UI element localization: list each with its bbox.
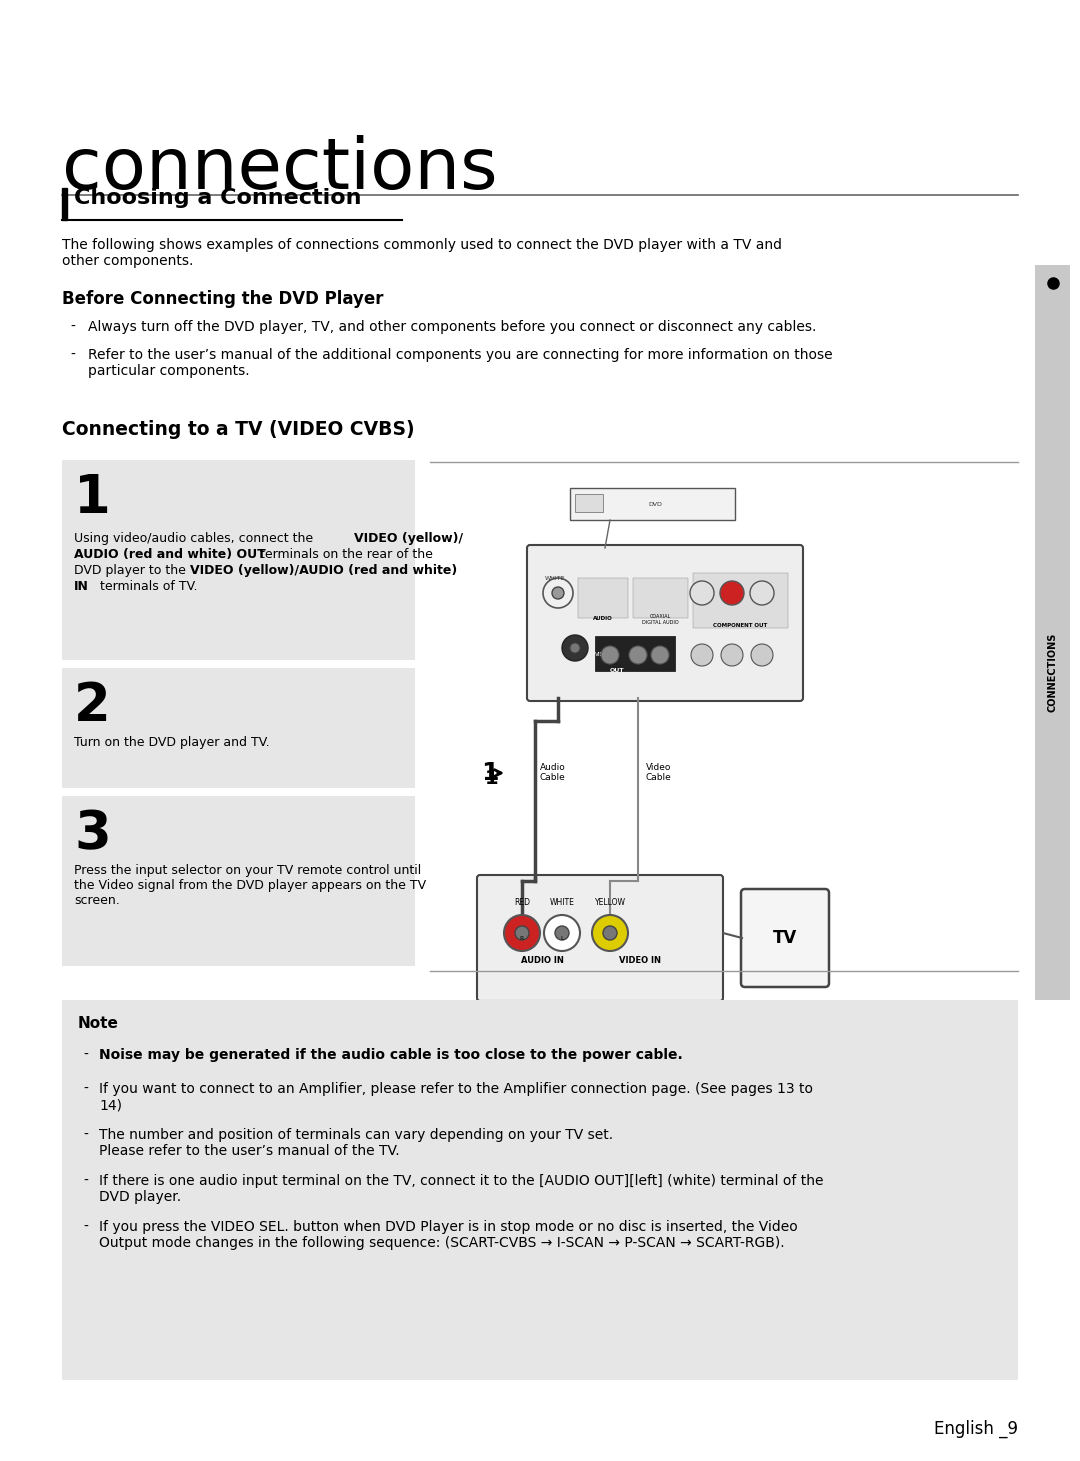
- Text: If you press the VIDEO SEL. button when DVD Player is in stop mode or no disc is: If you press the VIDEO SEL. button when …: [99, 1220, 798, 1251]
- Text: -: -: [83, 1048, 87, 1062]
- Text: IN: IN: [75, 580, 89, 593]
- Text: 1: 1: [485, 768, 499, 787]
- Circle shape: [600, 646, 619, 663]
- Text: -: -: [83, 1128, 87, 1143]
- Circle shape: [720, 581, 744, 605]
- Circle shape: [562, 636, 588, 660]
- Text: COMPONENT OUT: COMPONENT OUT: [713, 622, 767, 628]
- FancyBboxPatch shape: [477, 875, 723, 1001]
- Text: Audio
Cable: Audio Cable: [540, 763, 566, 783]
- Text: VIDEO: VIDEO: [595, 653, 612, 657]
- Text: -: -: [83, 1175, 87, 1188]
- Text: 1: 1: [482, 761, 499, 785]
- Text: -: -: [83, 1220, 87, 1235]
- Text: 2: 2: [75, 679, 111, 732]
- FancyBboxPatch shape: [527, 545, 804, 701]
- Circle shape: [691, 644, 713, 666]
- Text: Note: Note: [78, 1015, 119, 1031]
- Text: The following shows examples of connections commonly used to connect the DVD pla: The following shows examples of connecti…: [62, 238, 782, 269]
- Bar: [595, 636, 675, 671]
- Circle shape: [603, 926, 617, 939]
- Text: -: -: [70, 348, 75, 362]
- Text: -: -: [70, 320, 75, 335]
- Text: Using video/audio cables, connect the: Using video/audio cables, connect the: [75, 532, 318, 545]
- Text: AUDIO IN: AUDIO IN: [521, 955, 564, 966]
- Text: 3: 3: [75, 808, 111, 861]
- Circle shape: [592, 915, 627, 951]
- Text: Choosing a Connection: Choosing a Connection: [75, 188, 362, 207]
- Text: WHITE: WHITE: [550, 899, 575, 907]
- Text: 1: 1: [75, 472, 111, 524]
- Circle shape: [570, 643, 580, 653]
- FancyBboxPatch shape: [741, 888, 829, 988]
- Circle shape: [651, 646, 669, 663]
- Text: Before Connecting the DVD Player: Before Connecting the DVD Player: [62, 289, 383, 308]
- Text: DVD: DVD: [648, 501, 662, 507]
- Text: COAXIAL
DIGITAL AUDIO: COAXIAL DIGITAL AUDIO: [642, 614, 678, 625]
- Bar: [62, 668, 415, 787]
- Bar: [62, 188, 67, 221]
- Bar: [633, 579, 688, 618]
- Text: Refer to the user’s manual of the additional components you are connecting for m: Refer to the user’s manual of the additi…: [87, 348, 833, 378]
- Bar: [575, 494, 603, 511]
- Text: VIDEO (yellow)/: VIDEO (yellow)/: [354, 532, 463, 545]
- Text: RED: RED: [514, 899, 530, 907]
- Text: AUDIO: AUDIO: [593, 617, 612, 621]
- Text: R: R: [519, 935, 524, 941]
- Circle shape: [750, 581, 774, 605]
- Circle shape: [690, 581, 714, 605]
- Text: Noise may be generated if the audio cable is too close to the power cable.: Noise may be generated if the audio cabl…: [99, 1048, 683, 1062]
- Text: WHITE: WHITE: [545, 576, 566, 581]
- Bar: [62, 460, 415, 660]
- Text: CONNECTIONS: CONNECTIONS: [1048, 633, 1057, 712]
- Bar: [62, 796, 415, 966]
- Circle shape: [543, 579, 573, 608]
- Bar: [62, 999, 1018, 1381]
- Bar: [578, 579, 627, 618]
- Circle shape: [721, 644, 743, 666]
- Text: L: L: [561, 935, 564, 941]
- Text: YELLOW: YELLOW: [594, 899, 625, 907]
- Text: VIDEO (yellow)/AUDIO (red and white): VIDEO (yellow)/AUDIO (red and white): [190, 564, 457, 577]
- Bar: [693, 573, 788, 628]
- Text: AUDIO (red and white) OUT: AUDIO (red and white) OUT: [75, 548, 266, 561]
- Text: -: -: [83, 1083, 87, 1096]
- Text: Connecting to a TV (VIDEO CVBS): Connecting to a TV (VIDEO CVBS): [62, 419, 415, 438]
- Bar: [570, 488, 735, 520]
- Bar: [1035, 264, 1070, 999]
- Text: connections: connections: [62, 134, 498, 205]
- Text: TV: TV: [773, 929, 797, 947]
- Text: If you want to connect to an Amplifier, please refer to the Amplifier connection: If you want to connect to an Amplifier, …: [99, 1083, 813, 1112]
- Text: VIDEO IN: VIDEO IN: [619, 955, 661, 966]
- Text: DVD player to the: DVD player to the: [75, 564, 190, 577]
- Text: Turn on the DVD player and TV.: Turn on the DVD player and TV.: [75, 736, 270, 749]
- Text: terminals on the rear of the: terminals on the rear of the: [256, 548, 433, 561]
- Circle shape: [515, 926, 529, 939]
- Circle shape: [504, 915, 540, 951]
- Circle shape: [552, 587, 564, 599]
- Circle shape: [544, 915, 580, 951]
- Text: OUT: OUT: [610, 668, 624, 674]
- Text: Press the input selector on your TV remote control until
the Video signal from t: Press the input selector on your TV remo…: [75, 863, 427, 907]
- Circle shape: [555, 926, 569, 939]
- Circle shape: [629, 646, 647, 663]
- Text: RED: RED: [568, 653, 581, 657]
- Text: English _9: English _9: [934, 1420, 1018, 1438]
- Text: Video
Cable: Video Cable: [646, 763, 672, 783]
- Text: The number and position of terminals can vary depending on your TV set.
Please r: The number and position of terminals can…: [99, 1128, 613, 1159]
- Text: Always turn off the DVD player, TV, and other components before you connect or d: Always turn off the DVD player, TV, and …: [87, 320, 816, 335]
- Text: terminals of TV.: terminals of TV.: [92, 580, 198, 593]
- Text: If there is one audio input terminal on the TV, connect it to the [AUDIO OUT][le: If there is one audio input terminal on …: [99, 1175, 824, 1204]
- Circle shape: [751, 644, 773, 666]
